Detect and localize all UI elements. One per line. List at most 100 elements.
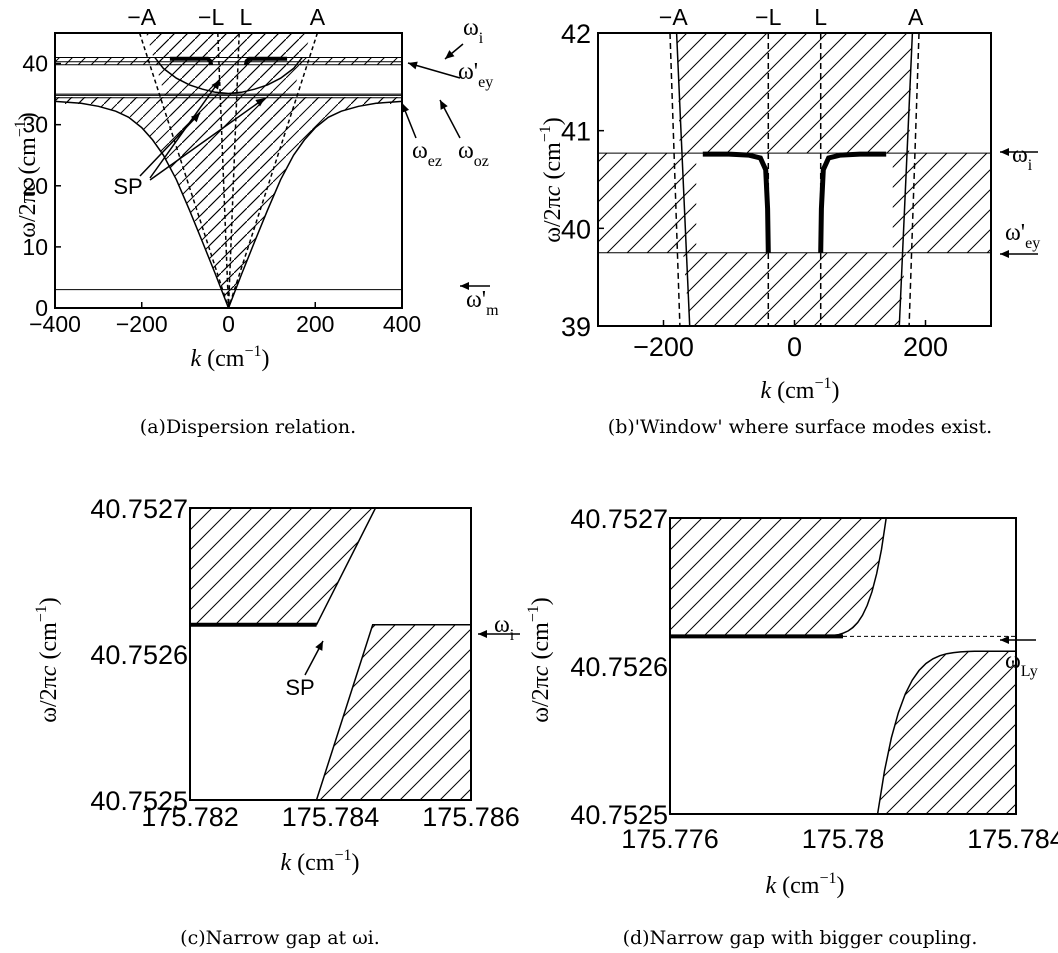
omega-m-label: ω'm xyxy=(466,287,499,319)
sp-arrow-head xyxy=(315,641,323,651)
axis-label-text: ω/2πc (cm−1) xyxy=(33,597,62,723)
y-tick-label: 0 xyxy=(35,295,48,321)
omega-ey-label: ω'ey xyxy=(1005,220,1040,252)
omega-ez-arrow-head xyxy=(401,103,410,113)
panel-b xyxy=(597,32,1038,327)
x-tick-label: 0 xyxy=(787,332,802,362)
y-tick-label: 39 xyxy=(561,312,591,342)
light-line-L xyxy=(217,33,240,308)
text-layer: −400 −200 0 200 400 0 10 20 30 40 −A −L L Ak (cm−1) ω/… xyxy=(12,4,1058,949)
x-tick-label: 200 xyxy=(296,311,334,337)
omega-ez-label: ωez xyxy=(412,138,442,170)
x-tick-label: 175.78 xyxy=(802,824,885,854)
axis-label-text: k (cm−1) xyxy=(191,343,270,372)
upper-bulk-curve xyxy=(154,56,303,95)
y-axis-label: ω/2πc (cm−1) xyxy=(33,597,62,723)
light-cone-fill xyxy=(146,33,311,308)
omega-i-label: ωi xyxy=(463,15,484,47)
x-axis-label: k (cm−1) xyxy=(191,343,270,372)
top-label: L xyxy=(239,4,252,30)
y-tick-label: 40 xyxy=(561,214,591,244)
top-label: A xyxy=(908,4,924,30)
panel-c xyxy=(189,507,520,801)
y-tick-label: 40.7526 xyxy=(90,640,188,670)
omega-i-arrow-head xyxy=(1000,148,1009,156)
surface-mode-right xyxy=(818,151,887,253)
y-tick-label: 40.7526 xyxy=(570,652,668,682)
y-tick-label: 41 xyxy=(561,117,591,147)
caption-d: (d)Narrow gap with bigger coupling. xyxy=(623,927,978,949)
y-tick-label: 42 xyxy=(561,19,591,49)
y-axis-label: ω/2πc (cm−1) xyxy=(537,117,566,243)
plot-frame xyxy=(597,32,992,327)
panel-d-lines xyxy=(670,634,1036,644)
caption-b: (b)'Window' where surface modes exist. xyxy=(608,416,992,438)
bulk-region-upper xyxy=(670,518,895,638)
axis-label-text: ω/2πc (cm−1) xyxy=(537,117,566,243)
y-tick-label: 40.7527 xyxy=(90,494,188,524)
y-tick-label: 30 xyxy=(22,112,48,138)
top-label: −L xyxy=(198,4,224,30)
x-tick-label: −200 xyxy=(116,311,168,337)
bulk-region-upper xyxy=(190,508,377,626)
y-tick-label: 20 xyxy=(22,173,48,199)
axis-label-text: ω/2πc (cm−1) xyxy=(525,597,554,723)
panel-b-marks xyxy=(598,32,1038,327)
bulk-region-lower xyxy=(315,624,471,800)
sp-label: SP xyxy=(113,174,142,199)
bulk-polariton-curve xyxy=(55,100,402,308)
plot-frame xyxy=(669,517,1017,815)
panel-a xyxy=(54,32,490,309)
x-tick-label: 400 xyxy=(383,311,421,337)
x-tick-label: 175.776 xyxy=(621,824,719,854)
top-label: L xyxy=(814,4,827,30)
x-tick-label: 200 xyxy=(903,332,948,362)
omega-i-arrow-head xyxy=(445,50,455,59)
light-line-minus-A xyxy=(669,33,681,326)
y-tick-label: 40.7527 xyxy=(570,504,668,534)
omega-ly-arrow-head xyxy=(1000,636,1009,644)
plot-frame xyxy=(54,32,403,309)
sp-arrow-1 xyxy=(139,112,201,177)
sp-arrow-3-head xyxy=(255,98,265,107)
bulk-boundary-left xyxy=(675,33,691,326)
x-axis-label: k (cm−1) xyxy=(761,375,840,404)
omega-ey-arrow xyxy=(407,62,461,79)
y-tick-label: 10 xyxy=(22,234,48,260)
panel-a-lines xyxy=(55,33,402,308)
omega-ey-arrow-head xyxy=(1000,250,1009,258)
x-tick-label: 175.786 xyxy=(422,802,520,832)
sp-label: SP xyxy=(285,675,314,700)
y-tick-label: 40.7525 xyxy=(90,786,188,816)
y-axis-label: ω/2πc (cm−1) xyxy=(525,597,554,723)
gap-window xyxy=(696,153,893,253)
axis-label-text: ω/2πc (cm−1) xyxy=(12,112,41,238)
x-tick-label: −400 xyxy=(29,311,81,337)
x-tick-label: 0 xyxy=(222,311,235,337)
panel-b-lines xyxy=(598,33,991,326)
sp-arrow-2-head xyxy=(211,80,220,90)
top-label: −A xyxy=(127,4,156,30)
y-axis-label: ω/2πc (cm−1) xyxy=(12,112,41,238)
omega-oz-label: ωoz xyxy=(458,138,489,170)
axis-label-text: k (cm−1) xyxy=(281,847,360,876)
panel-d xyxy=(669,517,1036,815)
panel-a-marks xyxy=(54,43,490,309)
omega-oz-arrow-head xyxy=(440,100,448,110)
x-axis-label: k (cm−1) xyxy=(766,870,845,899)
omega-i-arrow-head xyxy=(478,630,487,638)
x-tick-label: 175.782 xyxy=(141,802,239,832)
caption-c: (c)Narrow gap at ωi. xyxy=(180,927,380,949)
panel-c-lines xyxy=(190,622,520,676)
sp-arrow-1-head xyxy=(190,113,200,123)
caption-a: (a)Dispersion relation. xyxy=(140,416,356,438)
axis-label-text: k (cm−1) xyxy=(766,870,845,899)
bulk-boundary-right xyxy=(898,33,914,326)
sp-arrow-2 xyxy=(149,79,221,179)
omega-i-label: ωi xyxy=(1012,142,1033,174)
light-line-A xyxy=(908,33,920,326)
x-tick-label: 175.784 xyxy=(282,802,380,832)
omega-i-label: ωi xyxy=(494,612,515,644)
bulk-region-lower xyxy=(876,650,1016,814)
